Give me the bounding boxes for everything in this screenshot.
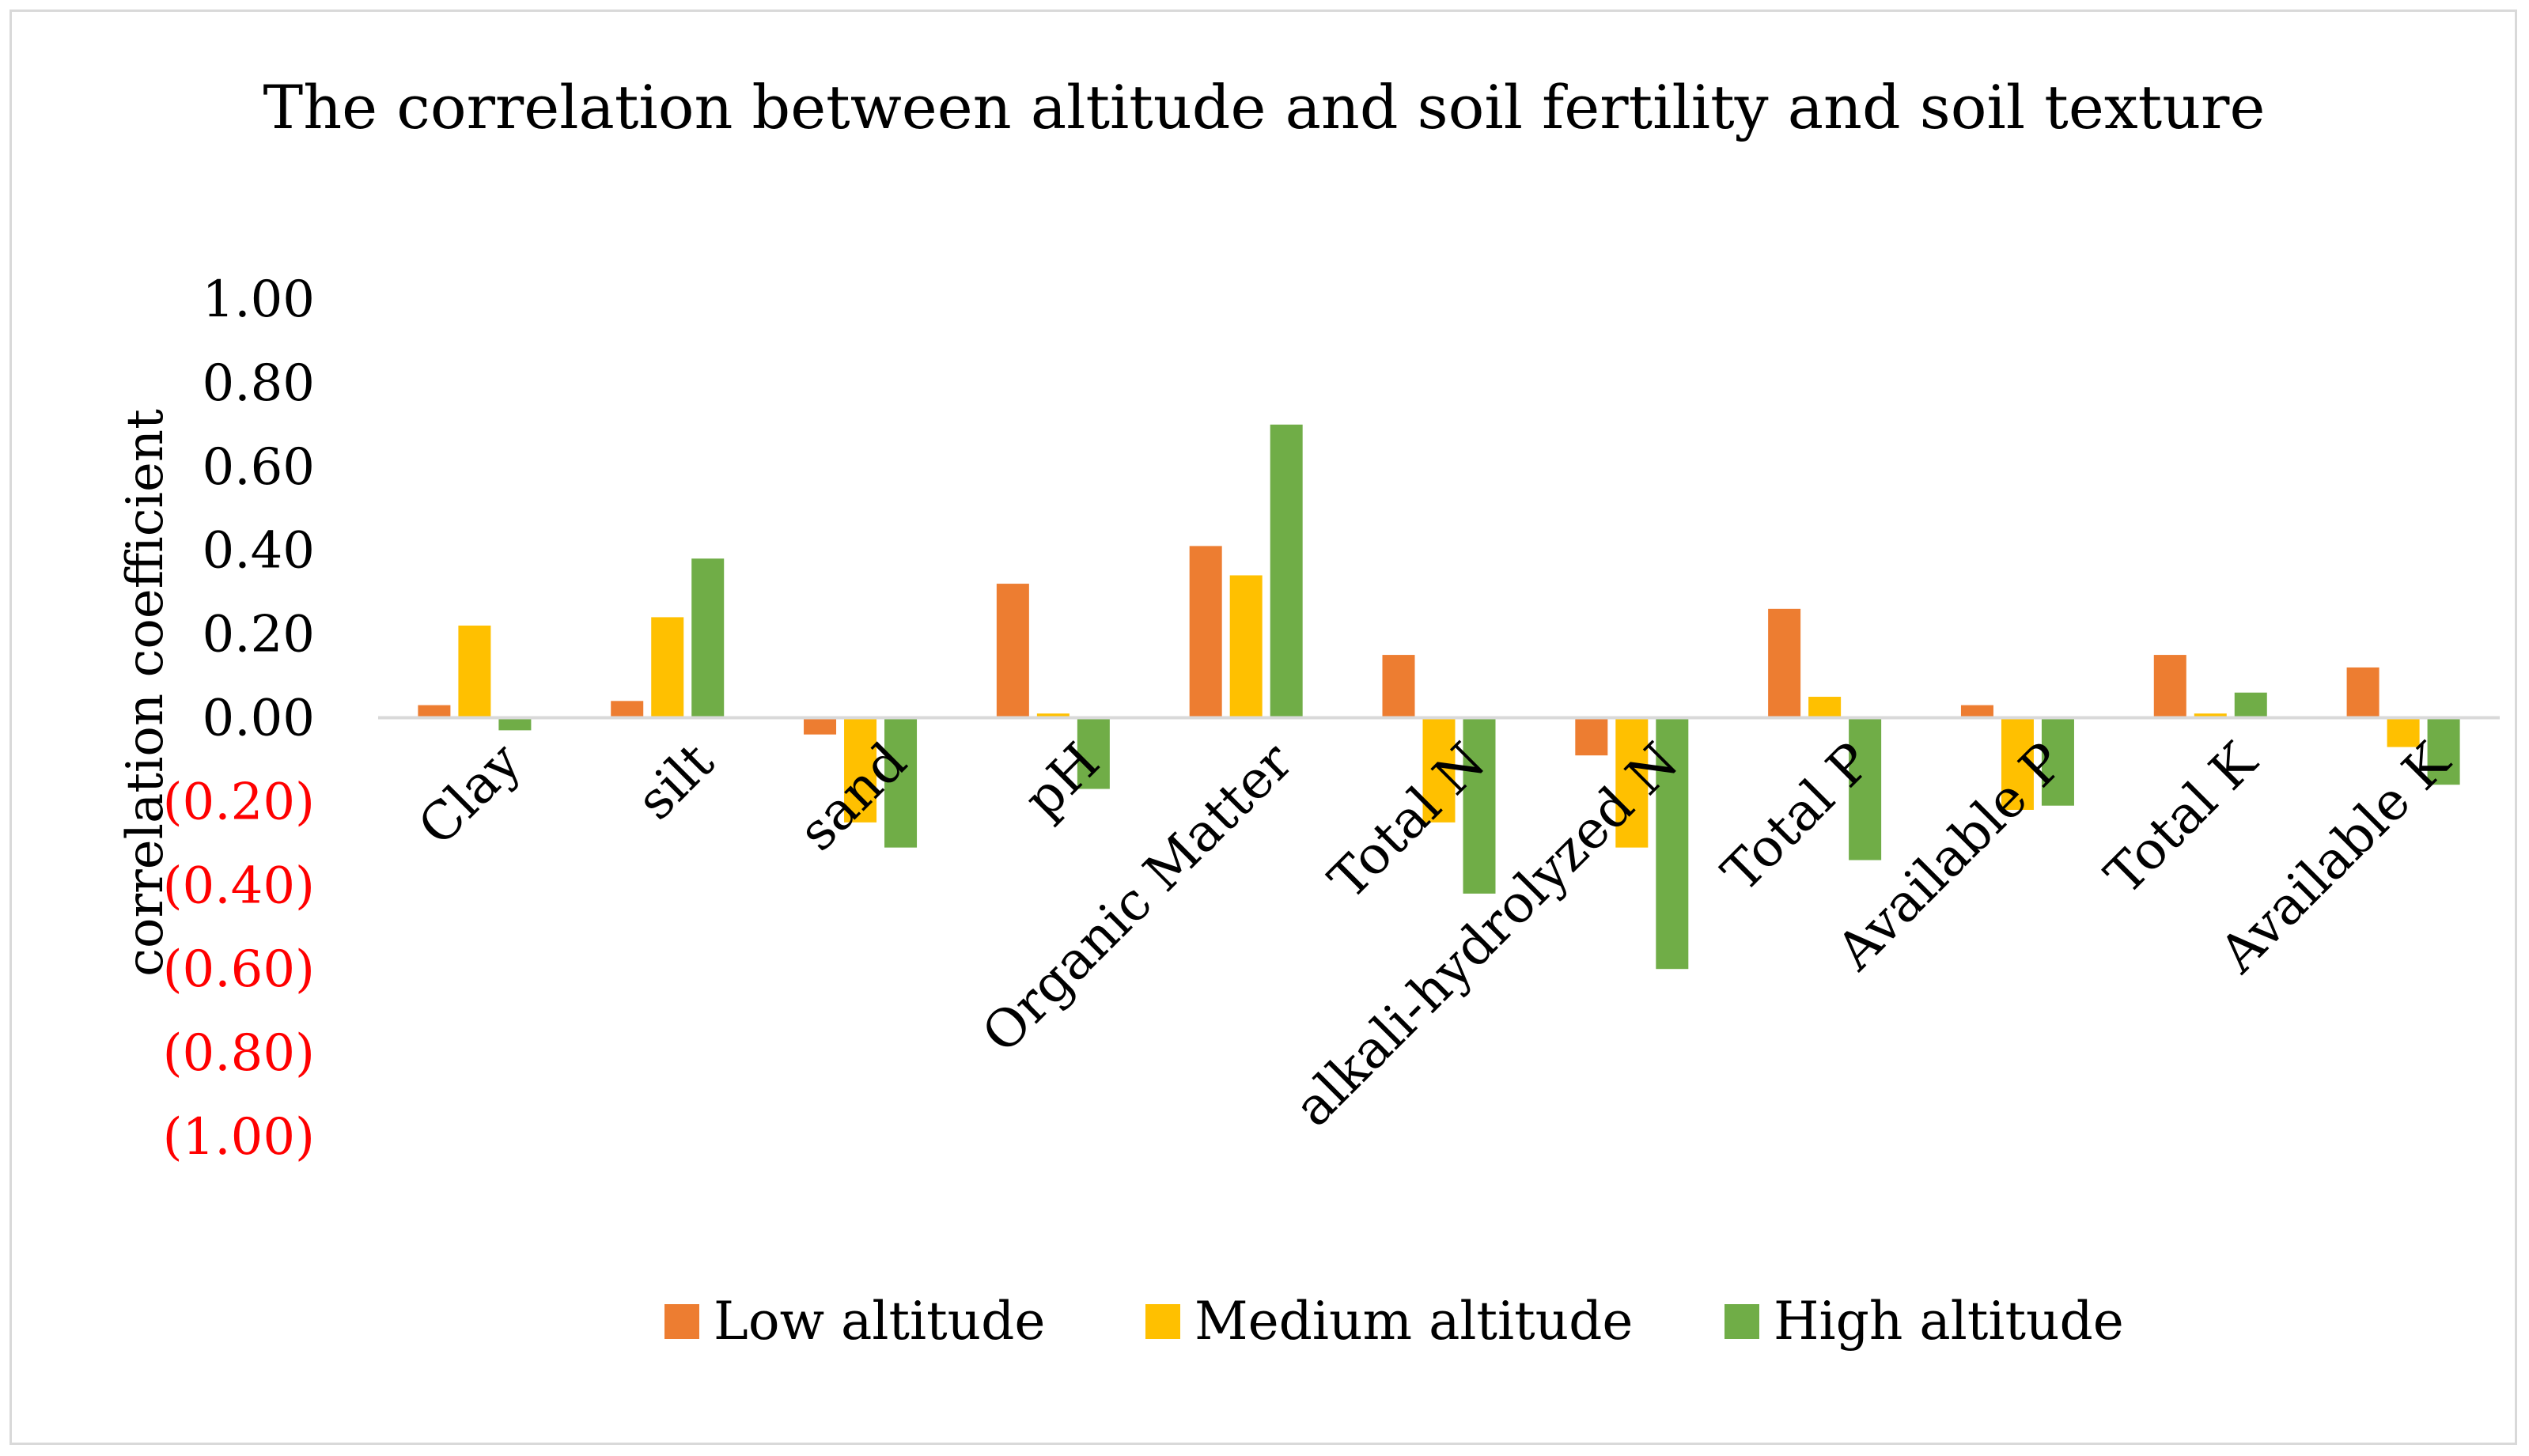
bar-medium-altitude: [2194, 713, 2227, 718]
y-tick-label: 0.40: [203, 522, 316, 581]
y-tick-label: (0.40): [163, 857, 315, 915]
bar-low-altitude: [804, 717, 837, 735]
bar-high-altitude: [1077, 717, 1110, 789]
bar-low-altitude: [418, 705, 451, 718]
chart-frame: [9, 9, 2517, 1445]
bar-high-altitude: [884, 717, 918, 848]
legend-swatch: [664, 1304, 699, 1339]
y-tick-label: 1.00: [203, 270, 316, 329]
bar-high-altitude: [2427, 717, 2460, 785]
bar-high-altitude: [1656, 717, 1689, 970]
bar-high-altitude: [1270, 424, 1303, 718]
bar-medium-altitude: [651, 617, 684, 718]
y-axis-label: correlation coefficient: [116, 409, 175, 977]
y-tick-label: 0.80: [203, 354, 316, 413]
legend-swatch: [1145, 1304, 1180, 1339]
y-tick-label: 0.60: [203, 438, 316, 497]
bar-low-altitude: [996, 584, 1029, 718]
y-tick-label: (0.60): [163, 940, 315, 999]
bars-group: [418, 424, 2460, 970]
bar-medium-altitude: [2001, 717, 2034, 810]
bar-medium-altitude: [1615, 717, 1649, 848]
bar-high-altitude: [1849, 717, 1882, 860]
legend[interactable]: Low altitude Medium altitude High altitude: [664, 1291, 2124, 1352]
y-tick-label: 0.20: [203, 606, 316, 664]
bar-low-altitude: [1189, 546, 1222, 718]
bar-low-altitude: [2153, 655, 2186, 718]
legend-swatch: [1724, 1304, 1759, 1339]
bar-high-altitude: [1463, 717, 1496, 894]
y-axis-ticks: 1.00 0.80 0.60 0.40 0.20 0.00 (0.20) (0.40) (0.6…: [163, 270, 315, 1167]
bar-medium-altitude: [844, 717, 877, 823]
bar-low-altitude: [611, 701, 644, 718]
bar-high-altitude: [2234, 692, 2267, 718]
y-tick-label: (0.20): [163, 773, 315, 831]
bar-low-altitude: [1575, 717, 1608, 756]
legend-label[interactable]: Medium altitude: [1194, 1291, 1634, 1352]
bar-medium-altitude: [458, 626, 491, 718]
x-tick-label: Total K: [2093, 730, 2269, 906]
y-tick-label: (1.00): [163, 1108, 315, 1167]
y-tick-label: (0.80): [163, 1024, 315, 1083]
bar-medium-altitude: [1036, 713, 1070, 718]
bar-low-altitude: [1768, 608, 1801, 718]
bar-medium-altitude: [1808, 697, 1842, 718]
bar-medium-altitude: [1229, 575, 1263, 718]
bar-low-altitude: [1382, 655, 1415, 718]
chart-title: The correlation between altitude and soi…: [263, 72, 2266, 142]
x-tick-label: Clay: [407, 731, 533, 857]
legend-label[interactable]: Low altitude: [714, 1291, 1045, 1352]
bar-low-altitude: [2346, 667, 2379, 718]
bar-high-altitude: [691, 558, 725, 718]
bar-high-altitude: [498, 717, 532, 731]
bar-low-altitude: [1960, 705, 1993, 718]
legend-label[interactable]: High altitude: [1774, 1291, 2124, 1352]
y-tick-label: 0.00: [203, 690, 316, 748]
bar-high-altitude: [2041, 717, 2074, 806]
bar-medium-altitude: [1422, 717, 1456, 823]
bar-medium-altitude: [2387, 717, 2420, 747]
x-tick-label: silt: [625, 731, 725, 831]
